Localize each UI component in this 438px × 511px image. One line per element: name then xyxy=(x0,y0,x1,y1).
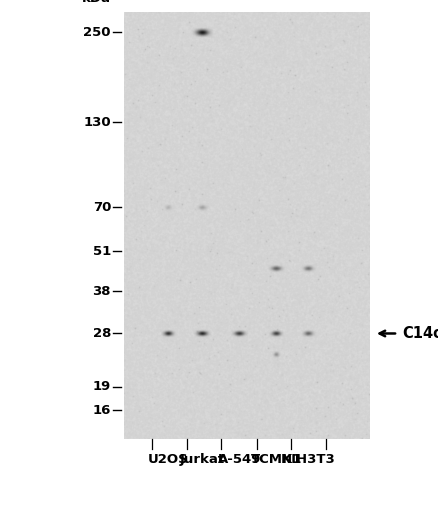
Text: C14orf166: C14orf166 xyxy=(402,326,438,341)
Text: 250: 250 xyxy=(84,26,111,39)
Text: 70: 70 xyxy=(92,201,111,214)
Text: Jurkat: Jurkat xyxy=(180,453,225,466)
Text: A-549: A-549 xyxy=(218,453,261,466)
Text: 28: 28 xyxy=(92,327,111,340)
Text: 38: 38 xyxy=(92,285,111,298)
Text: 130: 130 xyxy=(83,116,111,129)
Text: 16: 16 xyxy=(92,404,111,417)
Text: kDa: kDa xyxy=(82,0,111,5)
Text: 51: 51 xyxy=(93,245,111,258)
Text: TCMK1: TCMK1 xyxy=(251,453,302,466)
Text: U2OS: U2OS xyxy=(148,453,189,466)
Text: 19: 19 xyxy=(93,380,111,393)
Text: NIH3T3: NIH3T3 xyxy=(281,453,336,466)
